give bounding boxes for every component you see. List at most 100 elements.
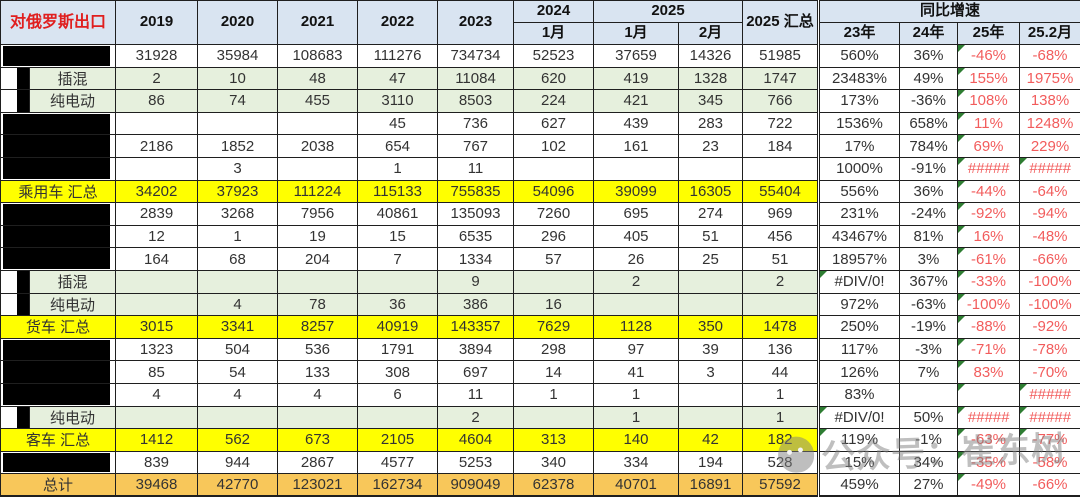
table-cell[interactable]: 184 [742,134,819,158]
table-cell[interactable]: 1412 [115,428,198,452]
table-cell[interactable]: 673 [277,428,358,452]
table-cell[interactable]: -77% [1018,428,1080,452]
table-cell[interactable]: -88% [957,315,1020,339]
table-cell[interactable]: 135093 [437,202,514,226]
table-cell[interactable] [277,405,358,430]
table-cell[interactable]: 3894 [437,337,514,362]
table-cell[interactable]: 182 [742,428,819,452]
table-cell[interactable]: 11% [957,111,1020,136]
table-cell[interactable] [197,405,278,430]
table-cell[interactable]: -92% [1018,315,1080,339]
row-label-cell[interactable] [0,134,116,158]
table-cell[interactable]: 41 [593,360,679,384]
table-cell[interactable]: 11 [437,156,514,181]
table-cell[interactable]: 654 [357,134,438,158]
table-cell[interactable]: 1791 [357,337,438,362]
table-cell[interactable]: 111224 [277,179,358,204]
table-cell[interactable]: -64% [1018,179,1080,204]
table-cell[interactable] [277,269,358,294]
table-cell[interactable]: -70% [1018,360,1080,384]
table-cell[interactable]: 23483% [817,66,900,91]
col-header-2019[interactable]: 2019 [115,0,198,45]
table-cell[interactable] [115,269,198,294]
table-cell[interactable]: -36% [899,89,958,113]
table-cell[interactable] [513,269,594,294]
table-cell[interactable]: 16891 [678,473,743,497]
table-cell[interactable]: 1128 [593,315,679,339]
table-cell[interactable]: 3% [899,247,958,271]
table-cell[interactable]: 81% [899,224,958,249]
col-subheader-yoy-25[interactable]: 25年 [957,22,1020,45]
table-cell[interactable]: 55404 [742,179,819,204]
col-subheader-2025-feb[interactable]: 2月 [678,22,743,45]
table-cell[interactable]: 308 [357,360,438,384]
table-cell[interactable]: -61% [957,247,1020,271]
table-cell[interactable]: 695 [593,202,679,226]
table-cell[interactable]: 35984 [197,44,278,68]
table-cell[interactable]: 39468 [115,473,198,497]
table-cell[interactable]: 274 [678,202,743,226]
table-cell[interactable]: -49% [957,473,1020,497]
table-cell[interactable]: 405 [593,224,679,249]
table-cell[interactable]: 7956 [277,202,358,226]
table-cell[interactable]: 1852 [197,134,278,158]
table-cell[interactable]: 49% [899,66,958,91]
row-label-cell[interactable] [0,224,116,249]
col-header-2024[interactable]: 2024 [513,0,594,23]
table-cell[interactable]: 27% [899,473,958,497]
row-label-cell[interactable] [0,382,116,407]
table-cell[interactable]: 15% [817,450,900,475]
row-label-cell[interactable]: 纯电动 [0,89,116,113]
table-cell[interactable]: 39 [678,337,743,362]
table-cell[interactable]: 47 [357,66,438,91]
table-cell[interactable]: 1334 [437,247,514,271]
table-cell[interactable]: 25 [678,247,743,271]
table-cell[interactable]: 340 [513,450,594,475]
table-cell[interactable]: 11084 [437,66,514,91]
table-cell[interactable] [115,292,198,317]
table-cell[interactable]: 85 [115,360,198,384]
table-cell[interactable] [678,405,743,430]
row-label-cell[interactable] [0,202,116,226]
table-cell[interactable]: 4 [197,382,278,407]
table-cell[interactable]: 909049 [437,473,514,497]
table-cell[interactable]: 119% [817,428,900,452]
table-cell[interactable]: 18957% [817,247,900,271]
table-cell[interactable]: 57592 [742,473,819,497]
table-cell[interactable]: 39099 [593,179,679,204]
table-cell[interactable]: 40919 [357,315,438,339]
col-subheader-yoy-25feb[interactable]: 25.2月 [1018,22,1080,45]
table-cell[interactable]: 421 [593,89,679,113]
table-cell[interactable]: -58% [1018,450,1080,475]
table-cell[interactable]: -91% [899,156,958,181]
table-cell[interactable]: 44 [742,360,819,384]
table-cell[interactable] [277,111,358,136]
table-cell[interactable]: 48 [277,66,358,91]
table-cell[interactable]: ##### [1018,405,1080,430]
table-cell[interactable]: 2867 [277,450,358,475]
table-cell[interactable]: 456 [742,224,819,249]
table-cell[interactable]: 944 [197,450,278,475]
table-cell[interactable]: 7 [357,247,438,271]
table-cell[interactable]: -100% [957,292,1020,317]
table-cell[interactable]: 1 [197,224,278,249]
table-cell[interactable]: 126% [817,360,900,384]
table-cell[interactable]: 658% [899,111,958,136]
table-cell[interactable]: 16% [957,224,1020,249]
table-cell[interactable]: 386 [437,292,514,317]
table-cell[interactable]: 31928 [115,44,198,68]
table-cell[interactable]: -24% [899,202,958,226]
table-cell[interactable]: 69% [957,134,1020,158]
table-cell[interactable]: 37923 [197,179,278,204]
table-cell[interactable] [678,269,743,294]
table-cell[interactable]: #DIV/0! [817,269,900,294]
table-cell[interactable] [742,156,819,181]
row-label-cell[interactable]: 客车 汇总 [0,428,116,452]
table-cell[interactable]: 3341 [197,315,278,339]
table-cell[interactable] [678,292,743,317]
table-cell[interactable]: 8503 [437,89,514,113]
table-cell[interactable]: 23 [678,134,743,158]
table-cell[interactable]: 8257 [277,315,358,339]
table-cell[interactable] [115,156,198,181]
table-cell[interactable]: 620 [513,66,594,91]
